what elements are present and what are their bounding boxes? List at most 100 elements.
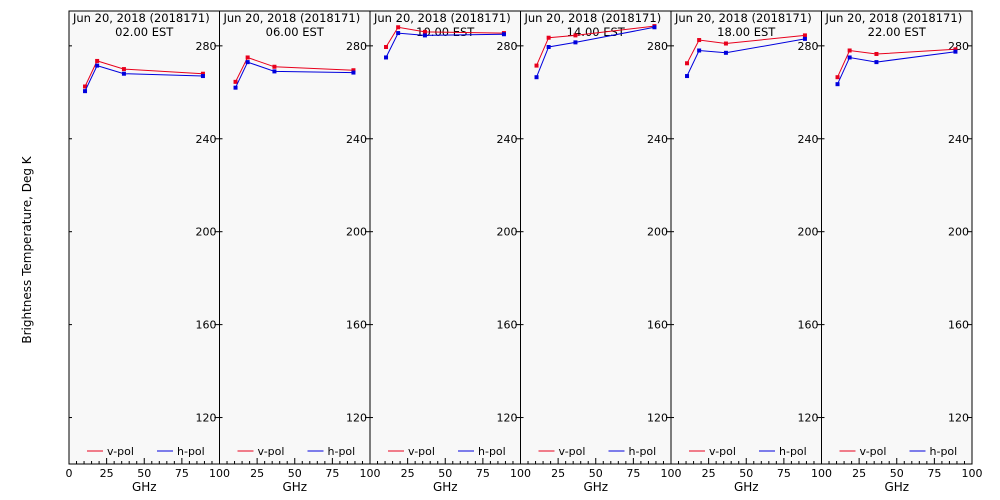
y-tick-label: 160 <box>647 319 668 332</box>
series-line-v-pol <box>84 60 203 87</box>
panel-4: Jun 20, 2018 (2018171)14.00 EST120160200… <box>520 10 682 494</box>
data-point-h-pol <box>685 74 690 79</box>
plot-frame <box>821 10 973 465</box>
y-tick-label: 120 <box>647 412 668 425</box>
x-tick-label: 75 <box>777 467 791 480</box>
data-point-h-pol <box>233 85 238 90</box>
x-tick-label: 100 <box>510 467 531 480</box>
legend-label-v-pol: v-pol <box>408 445 435 458</box>
x-tick-label: 75 <box>476 467 490 480</box>
panel-2: Jun 20, 2018 (2018171)06.00 EST 120 160 200… <box>219 10 381 494</box>
y-tick-label: 200 <box>647 226 668 239</box>
series-line-h-pol <box>536 26 655 78</box>
y-tick-label: 280 <box>647 40 668 53</box>
data-point-h-pol <box>953 49 958 54</box>
data-point-h-pol <box>396 31 401 36</box>
data-point-h-pol <box>874 60 879 65</box>
plot-frame <box>520 10 672 465</box>
y-tick-label: 160 <box>798 319 819 332</box>
x-tick-label: 75 <box>175 467 189 480</box>
data-point-v-pol <box>95 58 100 63</box>
data-point-v-pol <box>573 33 578 38</box>
x-tick-label: 0 <box>66 467 73 480</box>
legend-label-h-pol: h-pol <box>478 445 506 458</box>
data-point-v-pol <box>723 41 728 46</box>
data-point-h-pol <box>245 60 250 65</box>
data-point-v-pol <box>697 38 702 43</box>
y-tick-label: 160 <box>196 319 217 332</box>
panel-subtitle: 18.00 EST <box>717 25 776 39</box>
x-tick-label: 25 <box>250 467 264 480</box>
panel-title: Jun 20, 2018 (2018171) <box>825 11 963 25</box>
y-tick-label: 200 <box>798 226 819 239</box>
y-tick-label: 280 <box>346 40 367 53</box>
y-tick-label: 120 <box>196 412 217 425</box>
data-point-v-pol <box>835 75 840 80</box>
data-point-h-pol <box>534 75 539 80</box>
plot-frame <box>68 10 220 465</box>
series-line-v-pol <box>235 56 354 83</box>
data-point-h-pol <box>573 40 578 45</box>
data-point-h-pol <box>652 25 657 30</box>
data-point-v-pol <box>272 64 277 69</box>
x-tick-label: 50 <box>438 467 452 480</box>
y-tick-label: 240 <box>798 133 819 146</box>
data-point-v-pol <box>396 25 401 30</box>
legend-label-v-pol: v-pol <box>709 445 736 458</box>
data-point-h-pol <box>847 55 852 60</box>
y-tick-label: 200 <box>497 226 518 239</box>
panel-subtitle: 06.00 EST <box>266 25 325 39</box>
data-point-v-pol <box>534 63 539 68</box>
x-tick-label: 50 <box>739 467 753 480</box>
series-line-v-pol <box>837 48 956 78</box>
data-point-h-pol <box>802 36 807 41</box>
data-point-v-pol <box>384 45 389 50</box>
legend-label-h-pol: h-pol <box>328 445 356 458</box>
data-point-v-pol <box>245 55 250 60</box>
x-tick-label: 50 <box>137 467 151 480</box>
data-point-h-pol <box>546 45 551 50</box>
x-axis-label: GHz <box>884 480 909 494</box>
data-point-v-pol <box>546 35 551 40</box>
panel-1: Jun 20, 2018 (2018171)02.00 EST 120 160 200… <box>66 10 230 494</box>
x-tick-label: 75 <box>325 467 339 480</box>
y-tick-label: 200 <box>948 226 969 239</box>
series-line-v-pol <box>536 25 655 66</box>
panel-3: Jun 20, 2018 (2018171)10.00 EST120160200… <box>369 10 531 494</box>
y-tick-label: 120 <box>346 412 367 425</box>
x-tick-label: 100 <box>811 467 832 480</box>
panel-subtitle: 02.00 EST <box>115 25 174 39</box>
data-point-h-pol <box>200 74 205 79</box>
data-point-v-pol <box>685 61 690 66</box>
panel-6: Jun 20, 2018 (2018171)22.00 EST 120 160 200… <box>821 10 983 494</box>
data-point-h-pol <box>83 89 88 94</box>
x-tick-label: 100 <box>360 467 381 480</box>
y-tick-label: 200 <box>196 226 217 239</box>
data-point-h-pol <box>95 63 100 68</box>
x-tick-label: 75 <box>626 467 640 480</box>
series-line-v-pol <box>686 34 805 64</box>
data-point-v-pol <box>874 51 879 56</box>
data-point-v-pol <box>200 71 205 76</box>
data-point-v-pol <box>233 79 238 84</box>
data-point-v-pol <box>83 84 88 89</box>
legend-label-v-pol: v-pol <box>107 445 134 458</box>
y-tick-label: 160 <box>346 319 367 332</box>
series-line-h-pol <box>235 61 354 88</box>
data-point-v-pol <box>351 68 356 73</box>
x-axis-label: GHz <box>433 480 458 494</box>
y-tick-label: 160 <box>497 319 518 332</box>
series-line-h-pol <box>385 32 504 58</box>
panel-5: Jun 20, 2018 (2018171)18.00 EST 120 160 200… <box>670 10 832 494</box>
x-tick-label: 25 <box>100 467 114 480</box>
panel-title: Jun 20, 2018 (2018171) <box>72 11 210 25</box>
data-point-v-pol <box>847 48 852 53</box>
data-point-v-pol <box>802 33 807 38</box>
y-tick-label: 160 <box>948 319 969 332</box>
x-axis-label: GHz <box>132 480 157 494</box>
y-tick-label: 280 <box>497 40 518 53</box>
x-tick-label: 75 <box>927 467 941 480</box>
x-tick-label: 25 <box>551 467 565 480</box>
data-point-h-pol <box>384 55 389 60</box>
x-tick-label: 25 <box>852 467 866 480</box>
